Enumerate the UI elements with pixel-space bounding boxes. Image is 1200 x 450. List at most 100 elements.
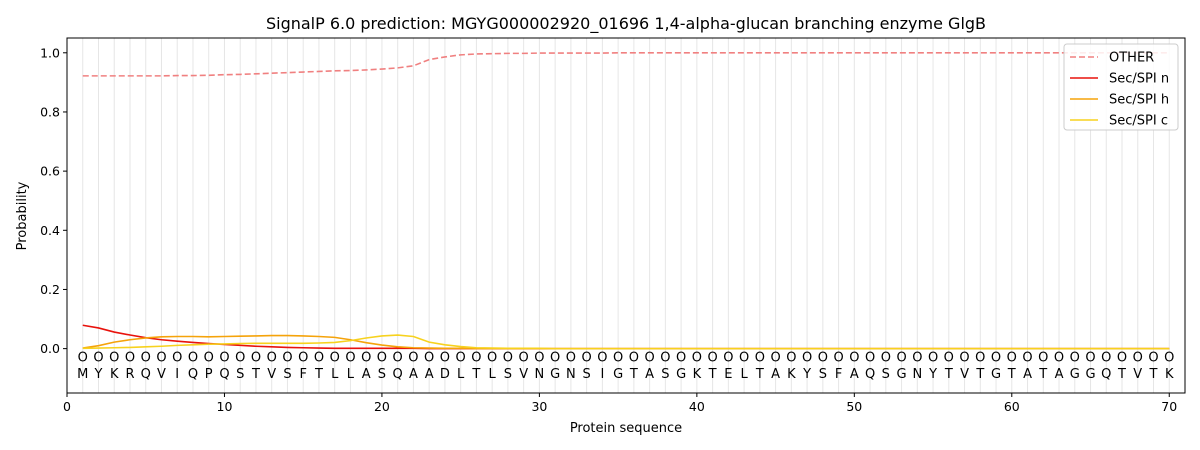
residue-label: A (362, 367, 371, 382)
residue-label: G (991, 367, 1001, 382)
residue-label: Q (219, 367, 229, 382)
legend-entry: OTHER (1109, 51, 1154, 66)
region-marker: O (298, 350, 308, 365)
residue-label: S (283, 367, 291, 382)
region-marker: O (235, 350, 245, 365)
y-tick-label: 1.0 (40, 45, 60, 60)
residue-label: Q (141, 367, 151, 382)
region-marker: O (440, 350, 450, 365)
region-marker: O (818, 350, 828, 365)
series-line-sec-spi-n (82, 324, 1170, 350)
region-marker: O (802, 350, 812, 365)
residue-label: D (440, 367, 450, 382)
region-marker: O (204, 350, 214, 365)
residue-label: K (693, 367, 702, 382)
y-tick-label: 0.6 (40, 164, 60, 179)
region-marker: O (534, 350, 544, 365)
region-marker: O (739, 350, 749, 365)
region-marker: O (991, 350, 1001, 365)
region-marker: O (125, 350, 135, 365)
region-marker: O (613, 350, 623, 365)
region-marker: O (345, 350, 355, 365)
region-marker: O (786, 350, 796, 365)
region-marker: O (833, 350, 843, 365)
region-marker: O (566, 350, 576, 365)
region-marker: O (267, 350, 277, 365)
region-marker: O (692, 350, 702, 365)
region-marker: O (109, 350, 119, 365)
y-axis-label: Probability (15, 181, 30, 250)
residue-label: V (1133, 367, 1142, 382)
residue-label: T (975, 367, 984, 382)
residue-label: T (629, 367, 638, 382)
region-marker: O (282, 350, 292, 365)
residue-label: L (347, 367, 355, 382)
residue-label: T (755, 367, 764, 382)
residue-label: N (912, 367, 922, 382)
residue-label: L (457, 367, 465, 382)
residue-label: K (787, 367, 796, 382)
region-marker: O (1070, 350, 1080, 365)
residue-label: Y (94, 367, 103, 382)
region-marker: O (1054, 350, 1064, 365)
region-marker: O (172, 350, 182, 365)
residue-label: A (645, 367, 654, 382)
residue-label: E (724, 367, 732, 382)
region-marker: O (645, 350, 655, 365)
residue-label: A (771, 367, 780, 382)
residue-label: G (897, 367, 907, 382)
residue-label: A (425, 367, 434, 382)
region-marker: O (707, 350, 717, 365)
residue-label: T (251, 367, 260, 382)
residue-label: V (519, 367, 528, 382)
x-tick-label: 70 (1161, 399, 1177, 414)
region-marker: O (519, 350, 529, 365)
residue-label: T (1149, 367, 1158, 382)
residue-label: K (1165, 367, 1174, 382)
residue-label: Q (393, 367, 403, 382)
residue-label: S (583, 367, 591, 382)
residue-label: R (125, 367, 134, 382)
x-tick-label: 20 (374, 399, 390, 414)
residue-label: T (471, 367, 480, 382)
x-tick-label: 30 (531, 399, 547, 414)
region-marker: O (582, 350, 592, 365)
region-marker: O (487, 350, 497, 365)
region-marker: O (1038, 350, 1048, 365)
chart-title: SignalP 6.0 prediction: MGYG000002920_01… (266, 14, 986, 34)
region-marker: O (865, 350, 875, 365)
residue-label: A (850, 367, 859, 382)
region-marker: O (93, 350, 103, 365)
residue-label: G (550, 367, 560, 382)
region-marker: O (881, 350, 891, 365)
legend-entry: Sec/SPI c (1109, 114, 1168, 129)
residue-label: S (661, 367, 669, 382)
x-tick-label: 10 (217, 399, 233, 414)
x-axis-label: Protein sequence (570, 421, 682, 436)
residue-label: T (314, 367, 323, 382)
vertical-grid (82, 38, 1170, 393)
sequence-markers: OMOYOKOROQOVOIOQOPOQOSOTOVOSOFOTOLOLOAOS… (77, 350, 1174, 382)
region-marker: O (1148, 350, 1158, 365)
residue-label: L (489, 367, 497, 382)
residue-label: Q (188, 367, 198, 382)
y-tick-label: 0.2 (40, 282, 60, 297)
region-marker: O (424, 350, 434, 365)
residue-label: K (110, 367, 119, 382)
residue-label: G (1070, 367, 1080, 382)
region-marker: O (219, 350, 229, 365)
residue-label: G (1085, 367, 1095, 382)
series-line-other (82, 51, 1170, 77)
residue-label: A (1055, 367, 1064, 382)
x-tick-label: 50 (846, 399, 862, 414)
residue-label: T (944, 367, 953, 382)
region-marker: O (1133, 350, 1143, 365)
region-marker: O (928, 350, 938, 365)
region-marker: O (456, 350, 466, 365)
residue-label: M (77, 367, 88, 382)
legend-entry: Sec/SPI h (1109, 93, 1169, 108)
region-marker: O (377, 350, 387, 365)
residue-label: S (504, 367, 512, 382)
region-marker: O (550, 350, 560, 365)
